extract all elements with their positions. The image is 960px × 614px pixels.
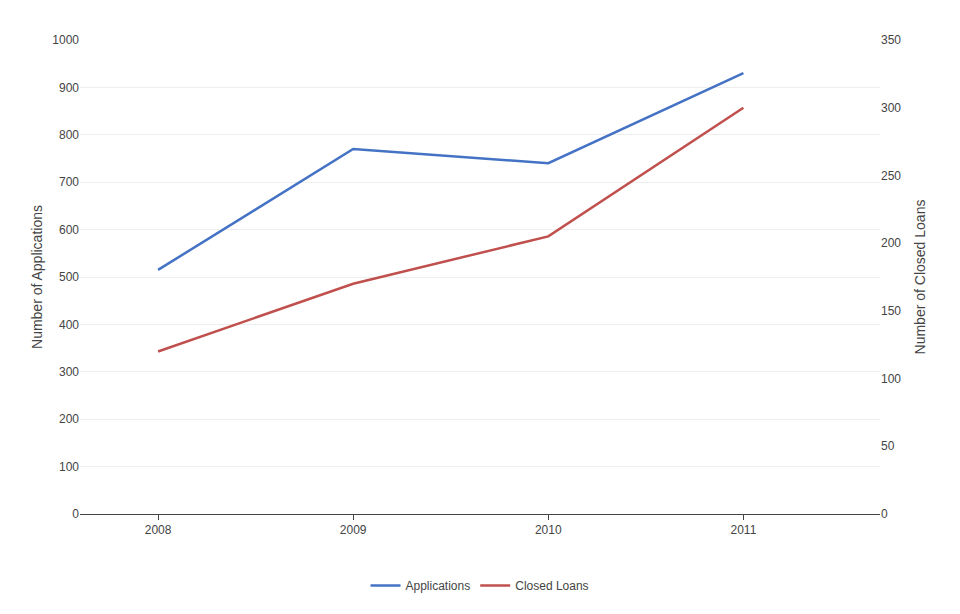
svg-text:700: 700 [59, 175, 79, 189]
svg-text:800: 800 [59, 128, 79, 142]
svg-text:2008: 2008 [145, 523, 172, 537]
svg-text:200: 200 [59, 412, 79, 426]
svg-text:900: 900 [59, 81, 79, 95]
svg-text:150: 150 [881, 304, 901, 318]
svg-text:300: 300 [59, 365, 79, 379]
svg-text:250: 250 [881, 169, 901, 183]
svg-text:350: 350 [881, 33, 901, 47]
svg-text:Number of Applications: Number of Applications [29, 205, 45, 349]
svg-text:100: 100 [59, 460, 79, 474]
svg-text:50: 50 [881, 439, 895, 453]
svg-text:Closed Loans: Closed Loans [515, 579, 588, 593]
svg-text:1000: 1000 [52, 33, 79, 47]
svg-text:600: 600 [59, 223, 79, 237]
svg-text:100: 100 [881, 372, 901, 386]
svg-text:200: 200 [881, 236, 901, 250]
svg-text:300: 300 [881, 101, 901, 115]
svg-text:2009: 2009 [340, 523, 367, 537]
svg-text:2010: 2010 [535, 523, 562, 537]
svg-text:Number of Closed Loans: Number of Closed Loans [912, 200, 928, 355]
svg-text:2011: 2011 [731, 523, 757, 537]
svg-text:Applications: Applications [406, 579, 471, 593]
svg-text:400: 400 [59, 318, 79, 332]
svg-text:0: 0 [72, 507, 79, 521]
svg-text:500: 500 [59, 270, 79, 284]
svg-text:0: 0 [881, 507, 888, 521]
